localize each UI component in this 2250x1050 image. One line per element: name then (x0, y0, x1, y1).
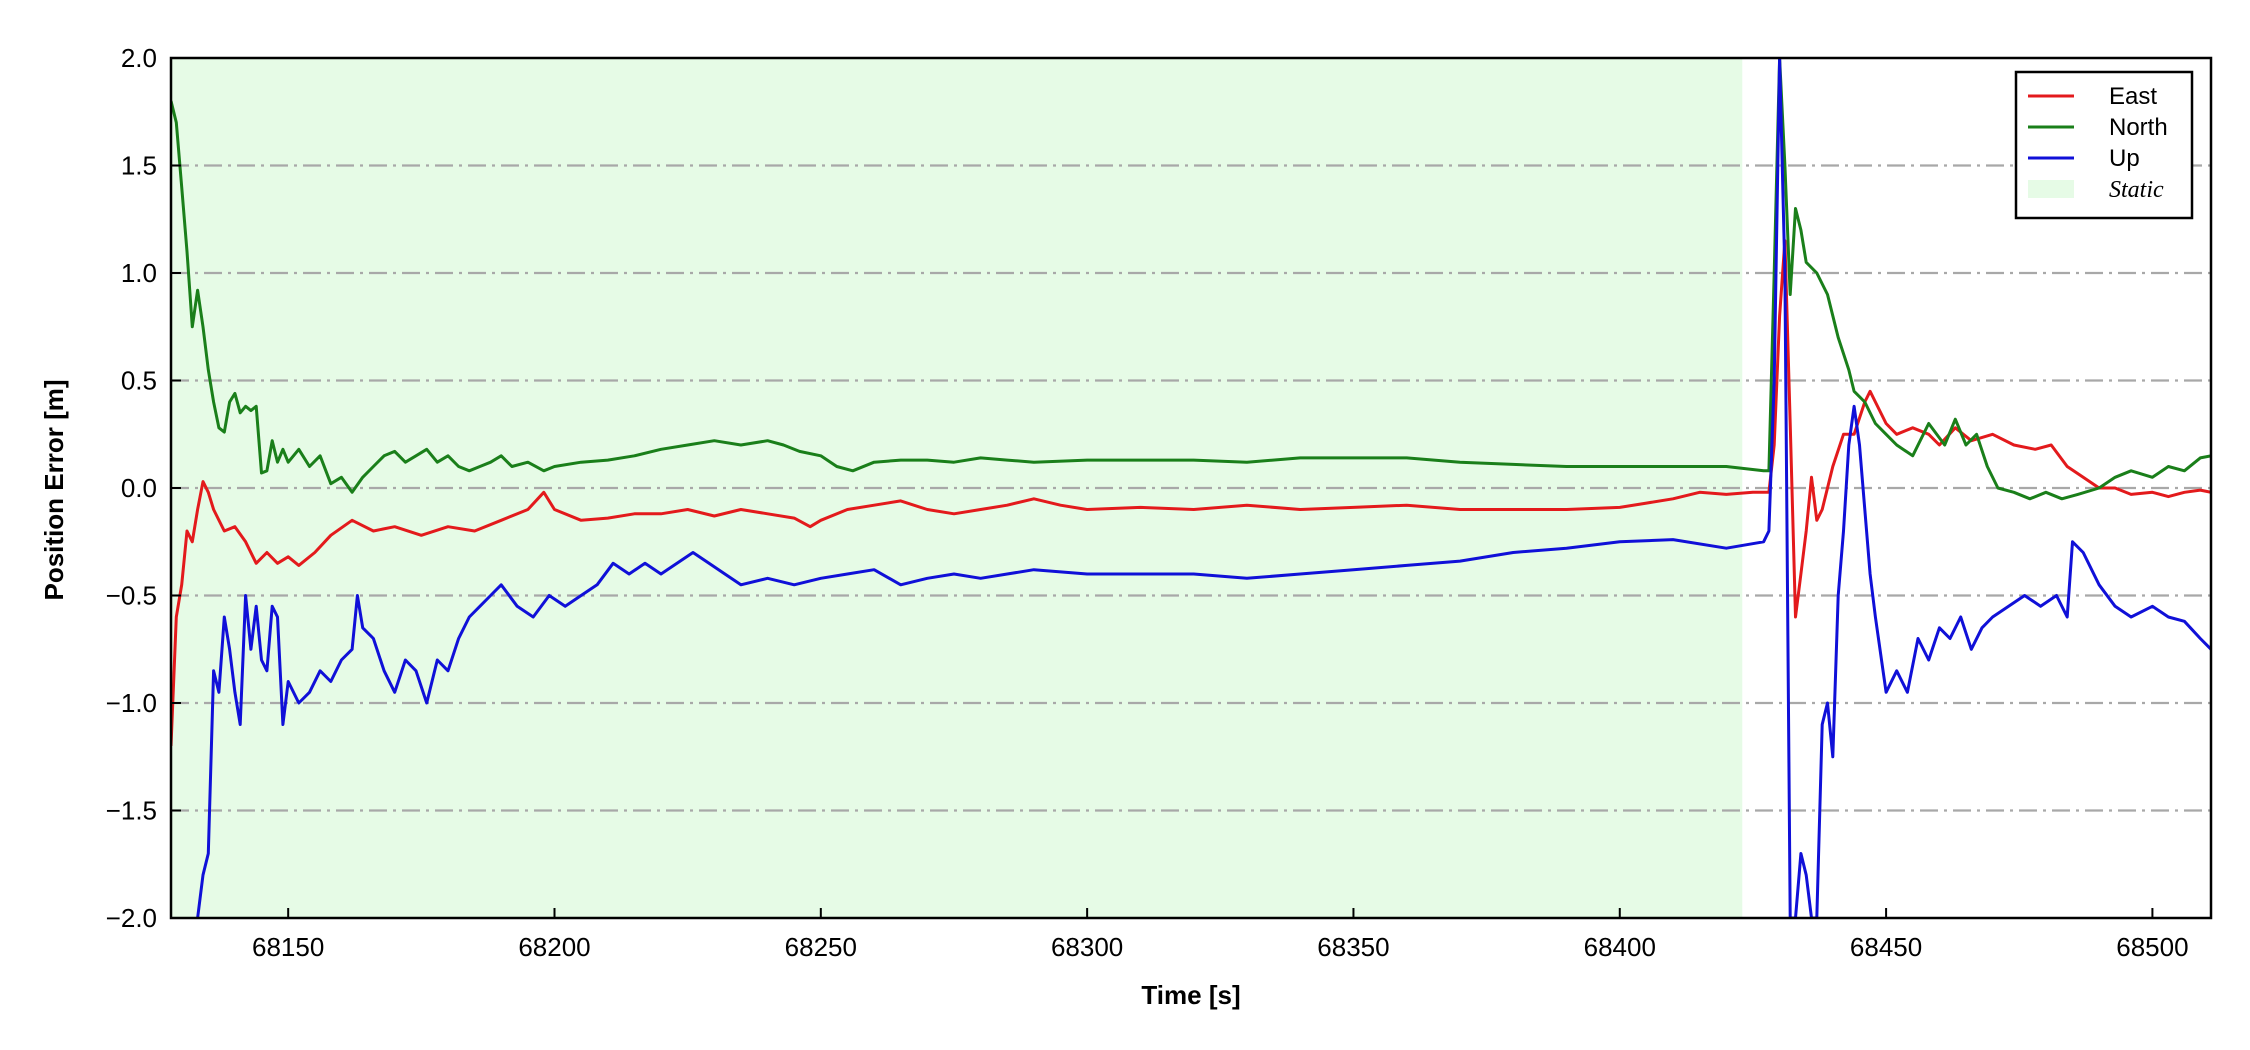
y-tick-label: 2.0 (121, 43, 157, 73)
y-tick-label: −2.0 (106, 903, 157, 933)
series-line-north (171, 58, 2211, 501)
x-tick-label: 68450 (1850, 932, 1922, 962)
legend-label-static: Static (2109, 177, 2164, 203)
legend-swatch-static (2028, 180, 2074, 198)
axis-ticks: 68150 68200 68250 68300 68350 68400 68450 68500… (106, 43, 2189, 962)
y-tick-label: −1.0 (106, 688, 157, 718)
series-line-up (196, 58, 2211, 918)
y-tick-label: 1.0 (121, 258, 157, 288)
y-tick-label: 0.0 (121, 473, 157, 503)
grid-lines (171, 164, 2211, 812)
y-tick-label: −0.5 (106, 581, 157, 611)
series-lines (171, 58, 2211, 918)
x-tick-label: 68150 (252, 932, 324, 962)
x-tick-label: 68250 (785, 932, 857, 962)
x-tick-label: 68300 (1051, 932, 1123, 962)
x-tick-label: 68500 (2116, 932, 2188, 962)
series-line-east (171, 239, 2211, 747)
legend-label-east: East (2109, 83, 2157, 110)
legend-label-north: North (2109, 114, 2168, 141)
x-axis-title: Time [s] (1141, 980, 1240, 1010)
y-tick-label: 1.5 (121, 151, 157, 181)
legend: East North Up Static (2014, 70, 2194, 220)
y-tick-label: −1.5 (106, 796, 157, 826)
y-tick-label: 0.5 (121, 366, 157, 396)
y-axis-title: Position Error [m] (39, 379, 69, 600)
x-tick-label: 68200 (518, 932, 590, 962)
x-tick-label: 68350 (1317, 932, 1389, 962)
legend-label-up: Up (2109, 145, 2140, 172)
x-tick-label: 68400 (1584, 932, 1656, 962)
